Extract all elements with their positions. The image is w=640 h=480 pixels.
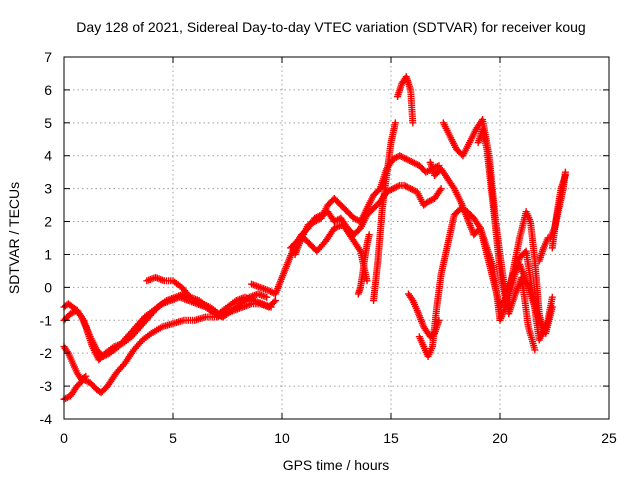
y-tick-label: -3 (40, 378, 53, 394)
x-axis-title: GPS time / hours (283, 457, 390, 473)
data-point-marker (63, 394, 71, 402)
x-tick-label: 15 (383, 430, 399, 446)
series-track (247, 181, 445, 298)
y-tick-label: 7 (44, 49, 52, 65)
series-track (546, 168, 569, 242)
series-track (60, 343, 90, 384)
data-point-marker (271, 297, 279, 305)
data-point-marker (561, 168, 569, 176)
data-point-marker (82, 372, 90, 380)
y-axis: -4 -3 -2 -1 0 1 2 3 4 5 6 7 (40, 49, 609, 427)
data-point-marker (219, 313, 227, 321)
data-point-marker (365, 231, 373, 239)
plot-frame (63, 56, 610, 420)
x-tick-label: 25 (601, 430, 617, 446)
data-point-marker (263, 293, 271, 301)
y-tick-label: 3 (44, 181, 52, 197)
x-tick-label: 10 (274, 430, 290, 446)
y-tick-label: -1 (40, 312, 53, 328)
data-point-marker (409, 119, 417, 127)
y-tick-label: -4 (40, 411, 53, 427)
y-tick-label: 2 (44, 214, 52, 230)
grid (64, 57, 609, 419)
y-tick-label: 0 (44, 279, 52, 295)
data-point-marker (391, 119, 399, 127)
y-tick-label: -2 (40, 345, 53, 361)
y-tick-label: 5 (44, 115, 52, 131)
y-axis-title: SDTVAR / TECUs (6, 182, 22, 294)
data-point-marker (270, 298, 278, 306)
x-tick-label: 0 (60, 430, 68, 446)
data-point-marker (392, 153, 400, 161)
y-tick-label: 4 (44, 148, 52, 164)
series-track (370, 119, 399, 305)
x-axis: 0 5 10 15 20 25 (60, 57, 617, 446)
data-point-marker (267, 303, 275, 311)
series-track (354, 231, 373, 298)
data-point-marker (437, 185, 445, 193)
series-track (291, 152, 443, 258)
series-track (535, 234, 552, 265)
series-track (287, 221, 371, 285)
data-point-marker (548, 293, 556, 301)
data-point-marker (363, 277, 371, 285)
x-tick-label: 20 (492, 430, 508, 446)
data-point-marker (80, 373, 88, 381)
y-tick-label: 6 (44, 82, 52, 98)
x-tick-label: 5 (169, 430, 177, 446)
series-track (143, 273, 227, 321)
y-tick-label: 1 (44, 246, 52, 262)
series-track (394, 73, 417, 127)
data-point-marker (531, 346, 539, 354)
series-track (474, 125, 556, 337)
chart-title: Day 128 of 2021, Sidereal Day-to-day VTE… (76, 19, 585, 35)
